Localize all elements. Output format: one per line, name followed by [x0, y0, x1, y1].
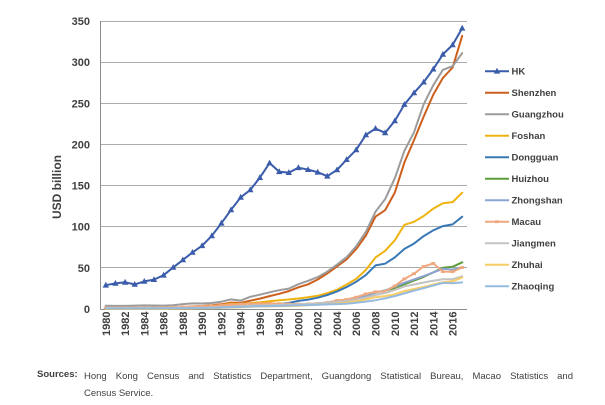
svg-text:0: 0 [84, 304, 90, 316]
svg-text:Guangzhou: Guangzhou [512, 110, 564, 121]
svg-text:USD billion: USD billion [50, 155, 64, 219]
svg-text:2016: 2016 [448, 312, 460, 336]
svg-text:200: 200 [72, 139, 90, 151]
svg-text:150: 150 [72, 181, 90, 193]
svg-text:Foshan: Foshan [512, 131, 546, 142]
svg-text:Huizhou: Huizhou [512, 174, 550, 185]
svg-text:1980: 1980 [101, 312, 113, 336]
svg-text:Dongguan: Dongguan [512, 153, 559, 164]
svg-text:2000: 2000 [293, 312, 305, 336]
svg-text:2006: 2006 [351, 312, 363, 336]
svg-text:2014: 2014 [428, 311, 440, 336]
svg-text:Zhongshan: Zhongshan [512, 196, 563, 207]
svg-text:1994: 1994 [236, 311, 248, 336]
svg-text:Zhaoqing: Zhaoqing [512, 282, 555, 293]
svg-text:1996: 1996 [255, 312, 267, 336]
svg-text:2002: 2002 [313, 312, 325, 336]
svg-text:1984: 1984 [139, 311, 151, 336]
svg-text:2008: 2008 [371, 312, 383, 336]
svg-text:250: 250 [72, 98, 90, 110]
svg-text:Zhuhai: Zhuhai [512, 260, 543, 271]
svg-text:300: 300 [72, 57, 90, 69]
svg-text:1990: 1990 [197, 312, 209, 336]
svg-text:Jiangmen: Jiangmen [512, 239, 557, 250]
svg-text:1998: 1998 [274, 312, 286, 336]
svg-text:350: 350 [72, 16, 90, 28]
svg-text:2012: 2012 [409, 312, 421, 336]
svg-text:HK: HK [512, 67, 526, 78]
svg-text:100: 100 [72, 222, 90, 234]
svg-text:2004: 2004 [332, 311, 344, 336]
svg-text:1982: 1982 [120, 312, 132, 336]
svg-text:1992: 1992 [216, 312, 228, 336]
svg-text:50: 50 [78, 263, 90, 275]
svg-text:1986: 1986 [159, 312, 171, 336]
svg-text:1988: 1988 [178, 312, 190, 336]
svg-text:2010: 2010 [390, 312, 402, 336]
svg-text:Macau: Macau [512, 217, 542, 228]
svg-text:Shenzhen: Shenzhen [512, 88, 557, 99]
